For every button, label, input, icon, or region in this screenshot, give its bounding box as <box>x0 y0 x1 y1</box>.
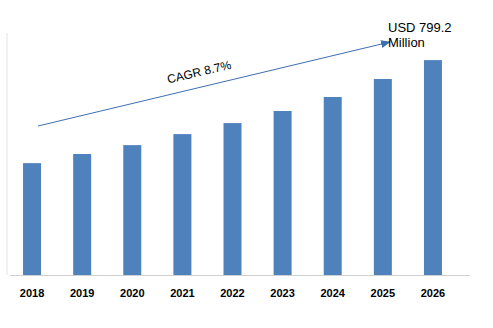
x-tick-label: 2021 <box>170 287 194 299</box>
cagr-arrow <box>38 42 390 126</box>
bars <box>23 60 442 275</box>
y-axis-line <box>7 33 8 275</box>
bar <box>173 134 191 275</box>
bar <box>123 145 141 275</box>
x-tick-label: 2018 <box>20 287 44 299</box>
bar <box>374 79 392 275</box>
bar <box>274 111 292 275</box>
x-tick-label: 2026 <box>421 287 445 299</box>
bar <box>73 154 91 275</box>
value-annotation: USD 799.2 Million <box>388 20 460 50</box>
x-tick-label: 2025 <box>371 287 395 299</box>
bar <box>23 163 41 275</box>
x-tick-label: 2019 <box>70 287 94 299</box>
x-tick-label: 2023 <box>270 287 294 299</box>
x-axis-line <box>10 275 470 276</box>
x-tick-label: 2022 <box>220 287 244 299</box>
bar <box>324 97 342 275</box>
x-tick-label: 2020 <box>120 287 144 299</box>
bar <box>224 123 242 275</box>
cagr-label: CAGR 8.7% <box>166 58 233 87</box>
bar <box>424 60 442 275</box>
x-tick-label: 2024 <box>320 287 345 299</box>
